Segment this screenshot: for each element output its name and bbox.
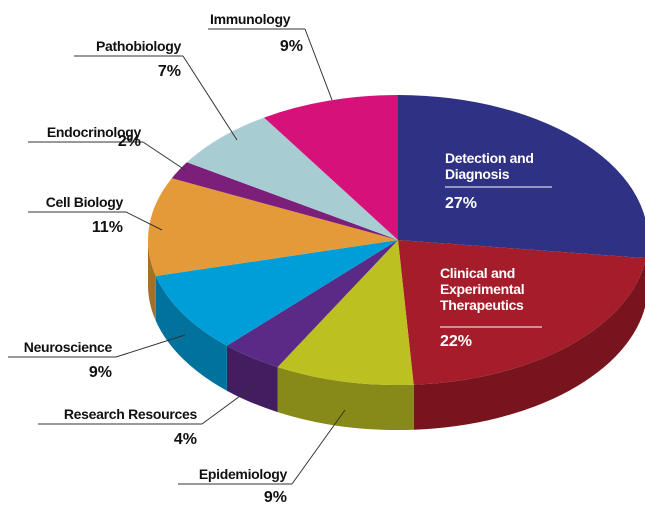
slice-label: Clinical and Experimental Therapeutics bbox=[440, 265, 525, 313]
leader-line bbox=[291, 409, 346, 485]
slice bbox=[171, 162, 398, 240]
slice-label: Immunology bbox=[210, 11, 291, 27]
slice bbox=[226, 240, 398, 368]
slice-label: Cell Biology bbox=[45, 194, 124, 210]
value-label: 4% bbox=[173, 431, 197, 448]
slice-label: Detection and Diagnosis bbox=[445, 150, 534, 182]
slice bbox=[398, 95, 645, 259]
slice bbox=[148, 178, 398, 277]
slice-side bbox=[226, 345, 278, 413]
slice bbox=[264, 95, 398, 240]
slice bbox=[277, 240, 414, 385]
value-label: 9% bbox=[88, 364, 112, 381]
value-label: 22% bbox=[440, 333, 473, 350]
value-label: 11% bbox=[91, 219, 123, 236]
slice-side bbox=[277, 367, 414, 430]
slice-label: Pathobiology bbox=[95, 38, 181, 54]
slice bbox=[398, 240, 645, 385]
leader-line bbox=[115, 334, 186, 358]
leader-line bbox=[182, 55, 238, 141]
slice bbox=[186, 117, 398, 240]
value-label: 27% bbox=[445, 195, 478, 212]
slice-label: Research Resources bbox=[63, 406, 197, 422]
value-label: 9% bbox=[263, 489, 287, 506]
slice-side bbox=[148, 240, 156, 322]
slice-label: Endocrinology bbox=[46, 124, 141, 140]
slice bbox=[155, 240, 398, 346]
value-label: 9% bbox=[279, 38, 303, 55]
leader-line bbox=[125, 211, 163, 231]
value-label: 7% bbox=[157, 63, 181, 80]
slice-label: Epidemiology bbox=[198, 466, 287, 482]
leader-line bbox=[201, 384, 256, 425]
slice-side bbox=[155, 276, 227, 391]
value-label: 2% bbox=[117, 133, 141, 150]
slice-side bbox=[413, 262, 645, 430]
slice-label: Neuroscience bbox=[23, 339, 113, 355]
leader-line bbox=[142, 141, 186, 171]
leader-line bbox=[304, 28, 333, 101]
